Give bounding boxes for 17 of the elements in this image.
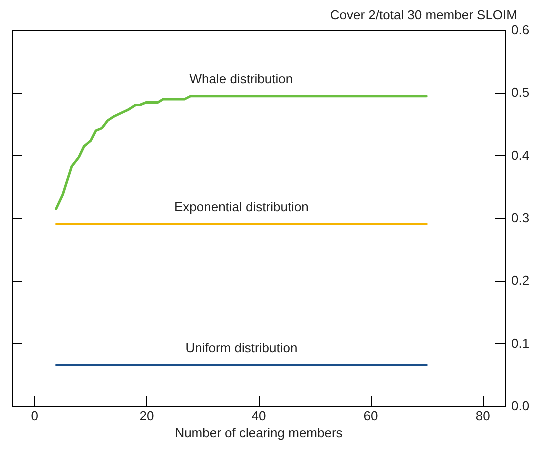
x-tick-label: 80 [476, 408, 490, 424]
x-tick-label: 60 [364, 408, 378, 424]
x-tick-label: 20 [140, 408, 154, 424]
y-axis-title: Cover 2/total 30 member SLOIM [330, 8, 518, 22]
series-label: Exponential distribution [174, 199, 309, 214]
x-tick-label: 0 [31, 408, 39, 424]
series-label: Whale distribution [190, 71, 294, 86]
y-tick-label: 0.5 [512, 85, 530, 100]
y-tick-label: 0.1 [512, 336, 530, 351]
y-tick-label: 0.3 [512, 210, 530, 226]
x-axis-title: Number of clearing members [175, 426, 344, 440]
y-tick-label: 0.4 [512, 148, 530, 163]
y-tick-label: 0.2 [512, 273, 530, 288]
x-tick-label: 40 [252, 408, 266, 424]
y-tick-label: 0.0 [512, 398, 530, 414]
y-tick-label: 0.6 [512, 22, 530, 38]
series-label: Uniform distribution [186, 340, 298, 356]
